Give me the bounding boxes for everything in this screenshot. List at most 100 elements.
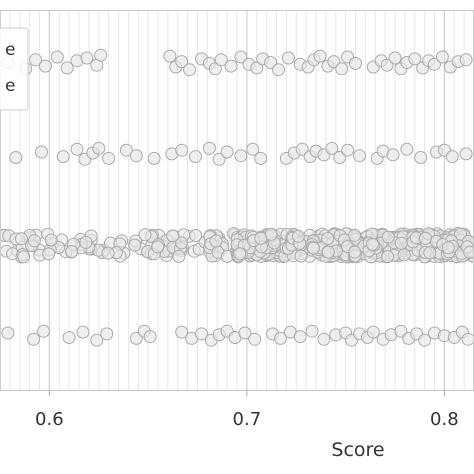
data-point — [349, 56, 362, 70]
data-point — [9, 151, 23, 164]
data-point — [50, 50, 64, 64]
data-point — [37, 324, 50, 338]
data-point — [381, 250, 395, 264]
data-point — [281, 51, 295, 65]
data-point — [454, 227, 468, 241]
data-point — [60, 61, 74, 75]
data-point — [321, 232, 335, 245]
data-point — [233, 247, 247, 261]
legend-entry-1-label: e — [5, 40, 15, 60]
data-point — [418, 333, 432, 347]
data-point — [341, 143, 355, 157]
data-point — [353, 149, 366, 163]
data-point — [321, 245, 335, 259]
legend-box — [0, 27, 29, 111]
data-point — [246, 142, 260, 156]
data-point — [348, 245, 362, 259]
data-point — [80, 51, 94, 65]
data-point — [100, 327, 114, 341]
data-point — [27, 332, 41, 346]
data-point — [138, 228, 152, 242]
data-point — [441, 241, 455, 255]
data-point — [202, 141, 216, 155]
data-point — [463, 245, 474, 259]
data-point — [248, 332, 262, 346]
data-point — [274, 331, 287, 345]
data-point — [394, 236, 408, 250]
data-point — [92, 141, 106, 155]
legend-entry-2-label: e — [5, 76, 15, 96]
data-point — [151, 240, 165, 254]
data-point — [214, 53, 228, 67]
data-point — [335, 62, 349, 76]
data-point — [397, 248, 411, 262]
data-point — [208, 62, 222, 76]
data-point — [313, 49, 327, 63]
data-point — [209, 234, 223, 248]
data-point — [238, 326, 252, 340]
data-point — [195, 327, 208, 341]
data-point — [175, 143, 189, 157]
data-point — [62, 331, 76, 344]
data-point — [29, 53, 43, 67]
data-point — [175, 236, 188, 250]
data-point — [295, 142, 309, 156]
x-axis-label: Score — [331, 439, 384, 461]
data-point — [1, 326, 15, 340]
data-point — [234, 50, 248, 64]
data-point — [119, 143, 133, 157]
data-point — [305, 324, 319, 338]
data-point — [254, 151, 268, 165]
data-point — [250, 61, 264, 75]
data-point — [129, 149, 143, 163]
data-point — [70, 142, 84, 156]
x-tick-label: 0.8 — [430, 409, 459, 430]
data-point — [17, 250, 31, 264]
data-point — [400, 142, 414, 156]
data-point — [44, 233, 58, 247]
data-point — [183, 63, 197, 77]
data-point — [27, 234, 41, 248]
data-point — [189, 150, 202, 164]
data-point — [42, 247, 56, 261]
data-point — [65, 245, 79, 258]
data-point — [38, 59, 52, 73]
data-point — [76, 325, 90, 339]
x-axis-ticks: 0.6 0.7 0.8 — [35, 390, 459, 430]
data-point — [35, 145, 48, 159]
data-point — [294, 249, 308, 263]
data-point — [220, 145, 234, 159]
data-point — [414, 151, 428, 164]
data-point — [459, 147, 473, 161]
data-point — [445, 150, 459, 164]
data-point — [224, 59, 238, 73]
x-tick-label: 0.6 — [35, 409, 64, 430]
data-point — [172, 249, 186, 263]
data-point — [293, 330, 307, 344]
data-point — [388, 51, 402, 65]
scatter-points — [0, 48, 474, 347]
data-point — [234, 149, 248, 163]
data-point — [212, 152, 226, 166]
data-point — [272, 63, 285, 77]
data-point — [147, 151, 161, 165]
data-point — [307, 241, 320, 255]
data-point — [102, 151, 116, 165]
data-point — [435, 50, 449, 64]
data-point — [419, 231, 432, 245]
data-point — [56, 150, 70, 164]
data-point — [166, 229, 180, 243]
data-point — [325, 141, 339, 155]
data-point — [381, 230, 395, 244]
legend: e e — [0, 27, 29, 111]
data-point — [461, 332, 474, 346]
data-point — [101, 246, 115, 260]
data-point — [175, 55, 189, 69]
data-point — [94, 48, 108, 62]
data-point — [15, 232, 28, 246]
data-point — [163, 49, 177, 63]
data-point — [317, 332, 331, 346]
data-point — [428, 57, 441, 71]
data-point — [459, 53, 473, 67]
